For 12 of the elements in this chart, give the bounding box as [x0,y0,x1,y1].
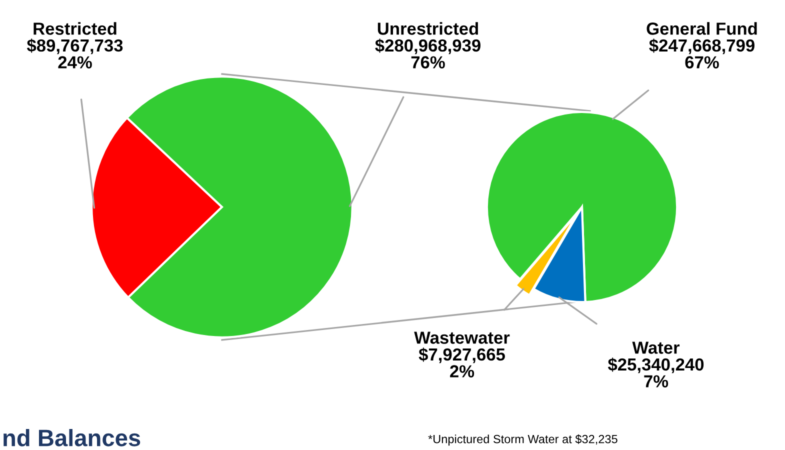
data-label: $89,767,733 24% [26,38,123,68]
data-label: $247,668,799 67% [649,38,754,68]
slice-label: Water [632,342,680,354]
text: *Unpictured Storm Water at $32,235 [428,434,618,446]
slice-label: General Fund [646,22,757,35]
data-label: $280,968,939 76% [375,38,480,68]
data-label: $25,340,240 7% [608,358,704,388]
slice-label: Unrestricted [378,22,478,35]
text: nd Balances [4,428,140,446]
slice-label: Wastewater [414,332,510,344]
slice-label: Restricted [34,22,116,35]
data-label: $7,927,665 2% [418,348,505,378]
